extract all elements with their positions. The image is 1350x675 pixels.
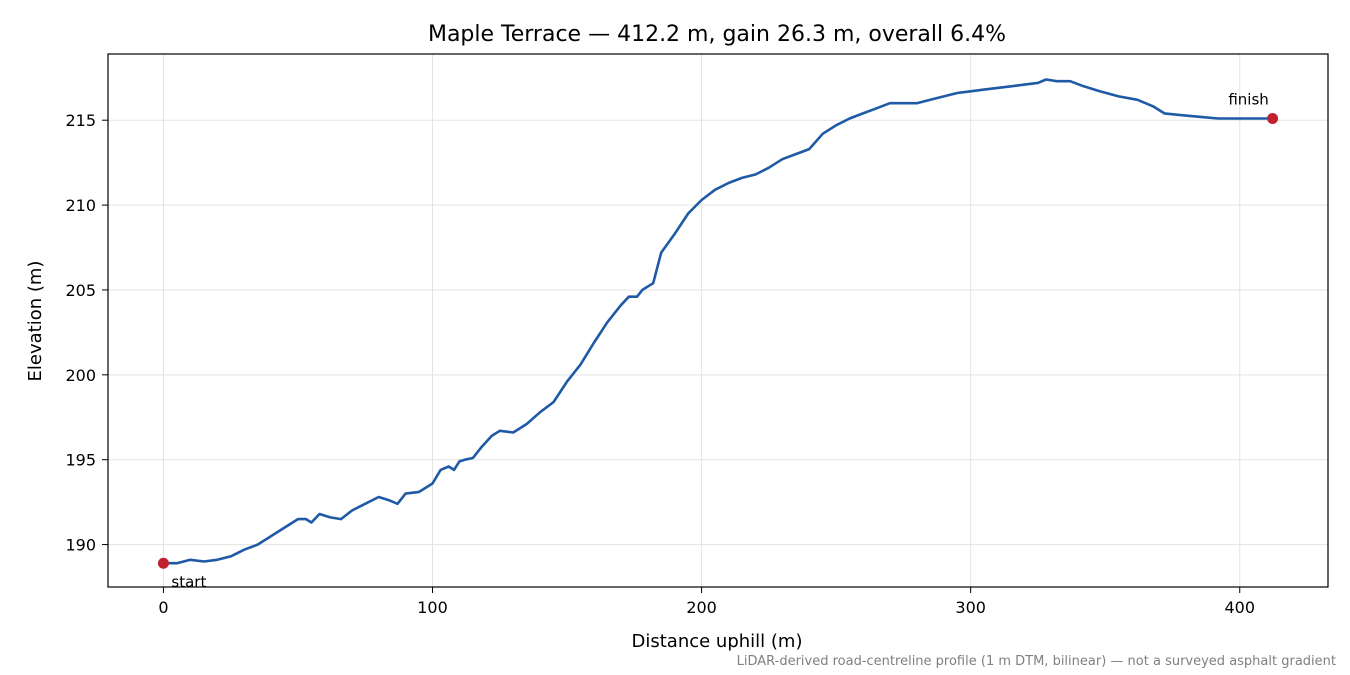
finish-marker <box>1267 113 1279 125</box>
plot-area: start finish <box>157 78 1279 591</box>
finish-label: finish <box>1228 91 1268 109</box>
y-tick-label: 195 <box>65 451 96 470</box>
start-marker <box>157 557 169 569</box>
y-axis-label: Elevation (m) <box>25 261 46 382</box>
axes: 0 100 200 300 400 190 195 200 205 210 215 <box>65 53 1329 617</box>
x-tick-label: 0 <box>158 598 168 617</box>
elevation-line <box>163 78 1273 565</box>
x-tick-label: 100 <box>417 598 448 617</box>
x-axis-label: Distance uphill (m) <box>632 631 803 652</box>
grid <box>108 54 1328 587</box>
chart-title: Maple Terrace — 412.2 m, gain 26.3 m, ov… <box>428 22 1006 47</box>
y-tick-label: 210 <box>65 196 96 215</box>
x-tick-label: 300 <box>955 598 986 617</box>
y-tick-label: 205 <box>65 281 96 300</box>
y-tick-label: 215 <box>65 111 96 130</box>
footnote: LiDAR-derived road-centreline profile (1… <box>737 654 1336 669</box>
y-tick-label: 200 <box>65 366 96 385</box>
x-tick-label: 200 <box>686 598 717 617</box>
start-label: start <box>171 573 206 591</box>
x-tick-label: 400 <box>1224 598 1255 617</box>
y-tick-label: 190 <box>65 536 96 555</box>
plot-frame <box>107 53 1329 588</box>
